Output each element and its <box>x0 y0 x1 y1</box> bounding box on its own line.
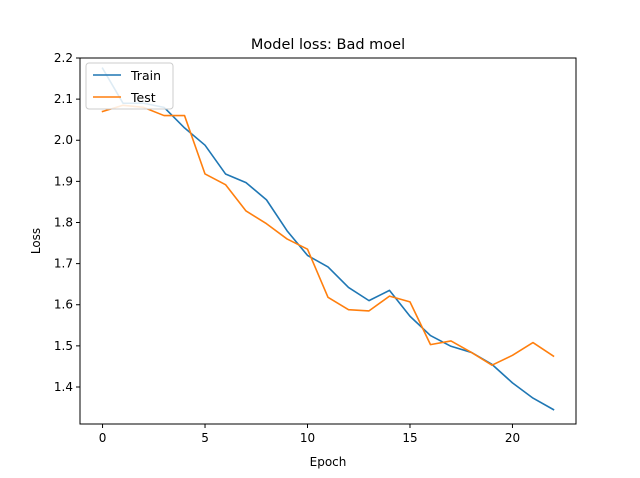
x-tick-label: 5 <box>201 431 209 445</box>
legend: Train Test <box>85 62 174 110</box>
x-axis-label: Epoch <box>310 455 347 469</box>
y-tick-label: 2.1 <box>54 92 73 106</box>
y-axis: 1.4 1.5 1.6 1.7 1.8 1.9 2.0 2.1 2.2 <box>54 51 80 394</box>
y-tick-label: 2.0 <box>54 133 73 147</box>
x-tick-label: 10 <box>300 431 315 445</box>
y-tick-label: 1.9 <box>54 174 73 188</box>
plot-area <box>79 57 577 425</box>
y-tick-label: 1.6 <box>54 298 73 312</box>
x-tick-label: 0 <box>99 431 107 445</box>
y-axis-label: Loss <box>29 228 43 254</box>
y-tick-label: 1.8 <box>54 215 73 229</box>
x-axis: 0 5 10 15 20 <box>99 424 520 445</box>
legend-label-test: Test <box>130 90 156 105</box>
x-tick-label: 15 <box>402 431 417 445</box>
chart-title: Model loss: Bad moel <box>251 37 405 53</box>
series-line-test <box>101 104 555 366</box>
legend-label-train: Train <box>130 68 161 83</box>
plot-frame <box>79 57 577 425</box>
x-tick-label: 20 <box>505 431 520 445</box>
y-tick-label: 1.7 <box>54 257 73 271</box>
y-tick-label: 1.4 <box>54 380 73 394</box>
y-tick-label: 1.5 <box>54 339 73 353</box>
y-tick-label: 2.2 <box>54 51 73 65</box>
series-lines <box>101 67 555 411</box>
